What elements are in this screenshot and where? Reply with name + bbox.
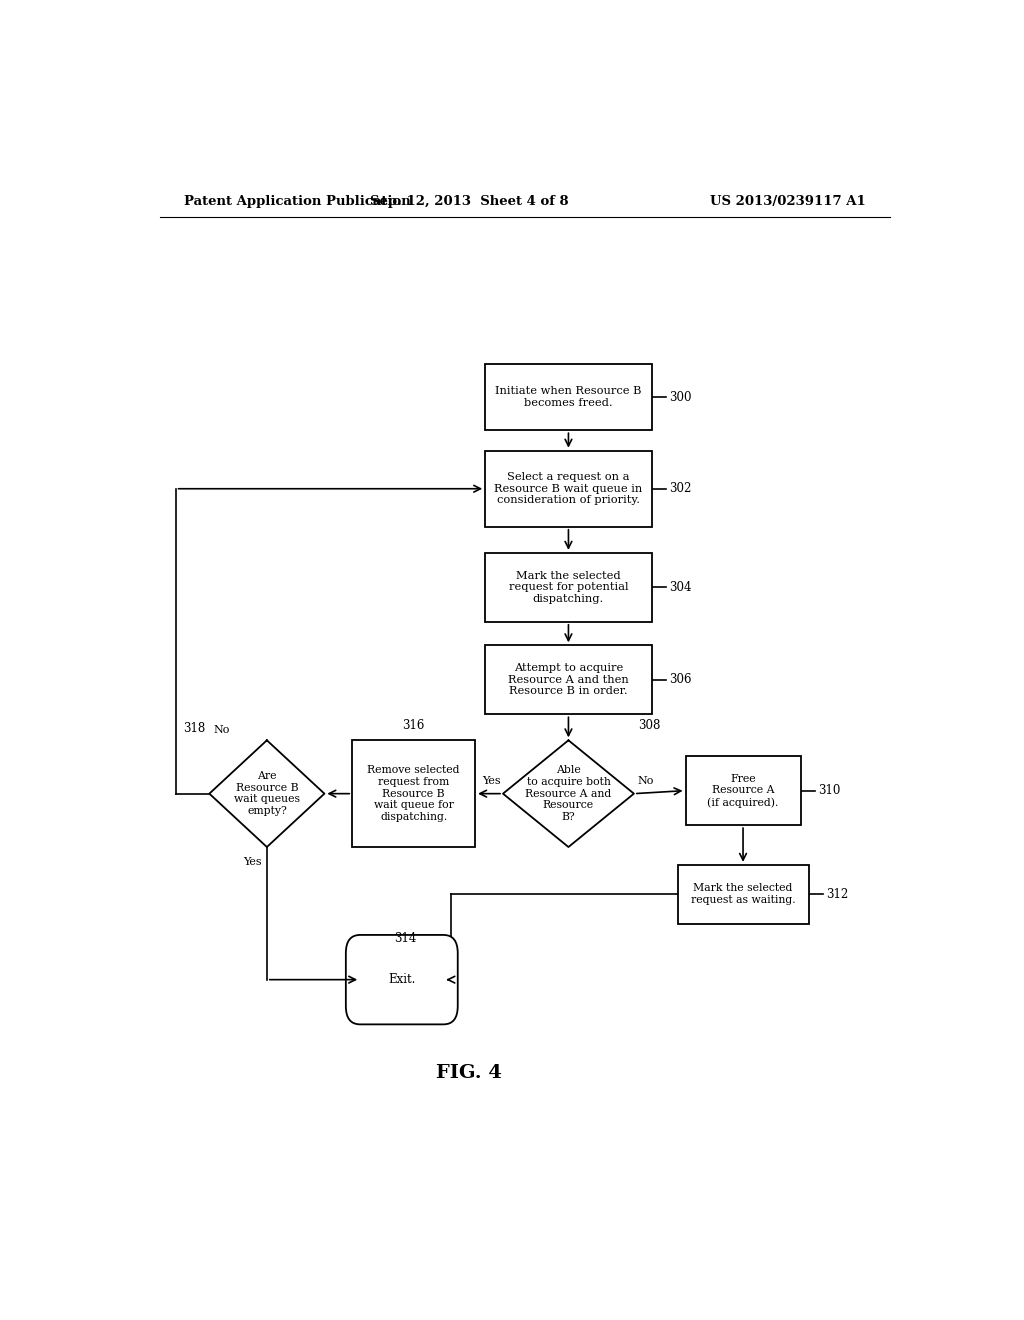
Text: 318: 318 (183, 722, 206, 735)
Text: 300: 300 (670, 391, 692, 404)
Text: 314: 314 (394, 932, 417, 945)
Text: Yes: Yes (482, 776, 501, 785)
Text: Able
to acquire both
Resource A and
Resource
B?: Able to acquire both Resource A and Reso… (525, 766, 611, 822)
Text: 304: 304 (670, 581, 692, 594)
FancyBboxPatch shape (485, 450, 652, 527)
Text: Free
Resource A
(if acquired).: Free Resource A (if acquired). (708, 774, 778, 808)
Polygon shape (209, 741, 325, 847)
FancyBboxPatch shape (485, 645, 652, 714)
FancyBboxPatch shape (485, 364, 652, 430)
FancyBboxPatch shape (485, 553, 652, 622)
Text: Remove selected
request from
Resource B
wait queue for
dispatching.: Remove selected request from Resource B … (368, 766, 460, 822)
Text: Select a request on a
Resource B wait queue in
consideration of priority.: Select a request on a Resource B wait qu… (495, 473, 643, 506)
Text: 302: 302 (670, 482, 691, 495)
Text: 308: 308 (638, 719, 660, 733)
Text: Yes: Yes (244, 857, 262, 867)
Text: Patent Application Publication: Patent Application Publication (183, 194, 411, 207)
FancyBboxPatch shape (685, 756, 801, 825)
Text: 310: 310 (818, 784, 841, 797)
Text: 316: 316 (402, 719, 425, 733)
FancyBboxPatch shape (678, 865, 809, 924)
Text: 306: 306 (670, 673, 692, 686)
Text: Are
Resource B
wait queues
empty?: Are Resource B wait queues empty? (233, 771, 300, 816)
Text: Mark the selected
request as waiting.: Mark the selected request as waiting. (691, 883, 796, 906)
Text: Attempt to acquire
Resource A and then
Resource B in order.: Attempt to acquire Resource A and then R… (508, 663, 629, 697)
Text: Mark the selected
request for potential
dispatching.: Mark the selected request for potential … (509, 570, 628, 605)
Polygon shape (503, 741, 634, 847)
Text: 312: 312 (826, 888, 848, 900)
Text: No: No (638, 776, 654, 785)
FancyBboxPatch shape (352, 741, 475, 847)
Text: Initiate when Resource B
becomes freed.: Initiate when Resource B becomes freed. (496, 387, 642, 408)
FancyBboxPatch shape (346, 935, 458, 1024)
Text: Sep. 12, 2013  Sheet 4 of 8: Sep. 12, 2013 Sheet 4 of 8 (370, 194, 568, 207)
Text: US 2013/0239117 A1: US 2013/0239117 A1 (711, 194, 866, 207)
Text: No: No (213, 725, 229, 735)
Text: Exit.: Exit. (388, 973, 416, 986)
Text: FIG. 4: FIG. 4 (436, 1064, 502, 1082)
